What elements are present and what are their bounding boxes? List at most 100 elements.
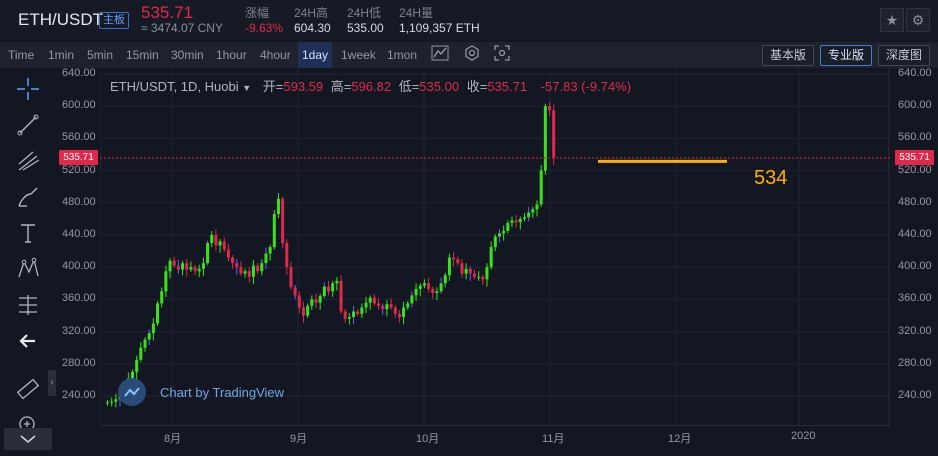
candle-body [172,260,176,266]
depth-view-button[interactable]: 深度图 [878,45,931,66]
candle-body [106,402,109,404]
candle-body [456,259,460,264]
candle-body [460,263,464,274]
candle-body [381,305,385,310]
candle-body [422,283,426,286]
crosshair-icon[interactable] [14,76,42,104]
settings-hex-icon[interactable] [462,45,482,65]
toolbar-toggle-arrow[interactable]: ‹ [48,370,56,396]
x-axis-label: 11月 [542,433,565,445]
candle-body [477,276,481,278]
trend-line-icon[interactable] [14,112,42,140]
y-axis-label-right: 440.00 [898,228,932,240]
text-tool-icon[interactable] [14,220,42,248]
pair-title[interactable]: ETH/USDT [18,10,103,29]
candle-body [181,263,185,270]
timeframe-5min[interactable]: 5min [87,48,114,62]
back-arrow-icon[interactable] [14,328,42,356]
timeframe-15min[interactable]: 15min [126,48,159,62]
candle-body [543,106,547,171]
candle-body [214,235,218,246]
star-icon[interactable]: ★ [880,8,904,32]
tradingview-logo-icon [118,378,146,406]
candle-body [251,265,255,277]
candle-body [531,209,535,213]
legend-low-label: 低= [398,79,420,94]
x-axis-label: 12月 [668,433,692,445]
candle-body [510,220,514,223]
y-axis-label-left: 320.00 [62,324,96,337]
legend-close-label: 收= [466,79,488,94]
candle-body [243,271,247,274]
chevron-down-icon [20,435,36,444]
stat-high-value: 604.30 [294,21,331,35]
legend-dropdown-icon[interactable]: ▼ [242,83,252,93]
candle-body [464,268,468,274]
candle-body [293,287,297,296]
indicators-icon[interactable] [430,45,450,65]
legend-close: 535.71 [487,79,528,94]
timeframe-time[interactable]: Time [8,48,35,62]
candle-body [406,303,410,308]
candle-body [372,297,376,304]
y-axis-label-right: 400.00 [898,260,932,273]
candle-body [335,280,339,284]
candle-body [268,247,272,254]
drawing-toolbar [0,68,54,456]
y-axis-label-right: 560.00 [898,131,932,144]
brush-icon[interactable] [14,184,42,212]
ruler-icon[interactable] [14,376,42,404]
candle-body [339,280,343,312]
candle-body [226,249,230,258]
candle-body [247,271,251,277]
candle-body [343,311,347,319]
y-axis-label-right: 360.00 [898,292,932,305]
timeframe-1week[interactable]: 1week [341,48,376,62]
candle-body [481,276,485,280]
stat-volume-label: 24H量 [399,6,434,20]
timeframe-1min[interactable]: 1min [48,48,75,62]
y-axis-label-right: 280.00 [898,356,932,369]
price-chart[interactable] [100,68,890,426]
candle-body [389,304,393,308]
y-axis-label-left: 280.00 [62,356,96,369]
pro-view-button[interactable]: 专业版 [820,45,873,66]
candle-body [272,214,276,248]
candle-body [289,267,293,288]
y-axis-label-left: 520.00 [62,163,96,176]
legend-change: -57.83 (-9.74%) [540,79,632,94]
gear-icon[interactable]: ⚙ [906,8,930,32]
price-label-right: 535.71 [895,150,934,165]
stat-low-label: 24H低 [347,6,382,20]
candle-body [301,307,305,316]
basic-view-button[interactable]: 基本版 [762,45,815,66]
timeframe-30min[interactable]: 30min [171,48,204,62]
y-axis-label-left: 400.00 [62,260,96,273]
measure-icon[interactable] [14,292,42,320]
candle-body [176,265,180,270]
timeframe-4hour[interactable]: 4hour [260,48,291,62]
timeframe-1mon[interactable]: 1mon [387,48,418,62]
legend-symbol[interactable]: ETH/USDT, 1D, Huobi [110,79,239,94]
candle-body [322,286,326,297]
stat-change-label: 涨幅 [245,6,270,20]
pitchfork-icon[interactable] [14,148,42,176]
y-axis-label-left: 640.00 [62,67,96,79]
candle-body [331,283,335,292]
price-label-left: 535.71 [59,150,98,165]
candle-body [189,267,193,270]
y-axis-label-left: 440.00 [62,228,96,240]
screenshot-icon[interactable] [492,45,512,65]
candle-body [131,371,135,379]
timeframe-1day[interactable]: 1day [298,42,333,68]
collapse-toolbar-button[interactable] [4,428,52,450]
timeframe-1hour[interactable]: 1hour [216,48,247,62]
x-axis-label: 8月 [164,433,182,445]
candle-body [364,302,368,308]
candle-body [235,263,239,268]
pattern-icon[interactable] [14,256,42,284]
y-axis-label-left: 600.00 [62,99,96,112]
candle-body [402,307,406,318]
candle-body [418,285,422,289]
cny-price: ≈ 3474.07 CNY [141,21,223,35]
